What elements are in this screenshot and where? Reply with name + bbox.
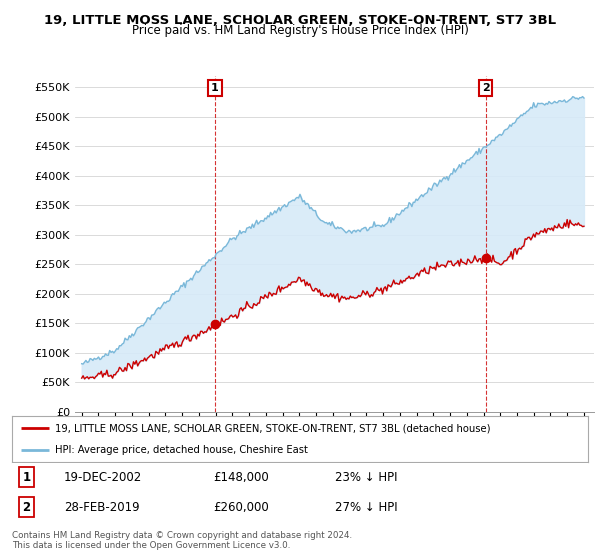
Text: 27% ↓ HPI: 27% ↓ HPI: [335, 501, 397, 514]
Text: £260,000: £260,000: [214, 501, 269, 514]
Text: 1: 1: [211, 83, 219, 93]
Text: Contains HM Land Registry data © Crown copyright and database right 2024.
This d: Contains HM Land Registry data © Crown c…: [12, 531, 352, 550]
Text: 23% ↓ HPI: 23% ↓ HPI: [335, 470, 397, 483]
Text: £148,000: £148,000: [214, 470, 269, 483]
Text: 19, LITTLE MOSS LANE, SCHOLAR GREEN, STOKE-ON-TRENT, ST7 3BL: 19, LITTLE MOSS LANE, SCHOLAR GREEN, STO…: [44, 14, 556, 27]
Text: 2: 2: [482, 83, 490, 93]
Text: 2: 2: [22, 501, 31, 514]
Text: 19, LITTLE MOSS LANE, SCHOLAR GREEN, STOKE-ON-TRENT, ST7 3BL (detached house): 19, LITTLE MOSS LANE, SCHOLAR GREEN, STO…: [55, 423, 491, 433]
Text: 19-DEC-2002: 19-DEC-2002: [64, 470, 142, 483]
Text: 1: 1: [22, 470, 31, 483]
Text: 28-FEB-2019: 28-FEB-2019: [64, 501, 139, 514]
Text: HPI: Average price, detached house, Cheshire East: HPI: Average price, detached house, Ches…: [55, 445, 308, 455]
Text: Price paid vs. HM Land Registry's House Price Index (HPI): Price paid vs. HM Land Registry's House …: [131, 24, 469, 37]
